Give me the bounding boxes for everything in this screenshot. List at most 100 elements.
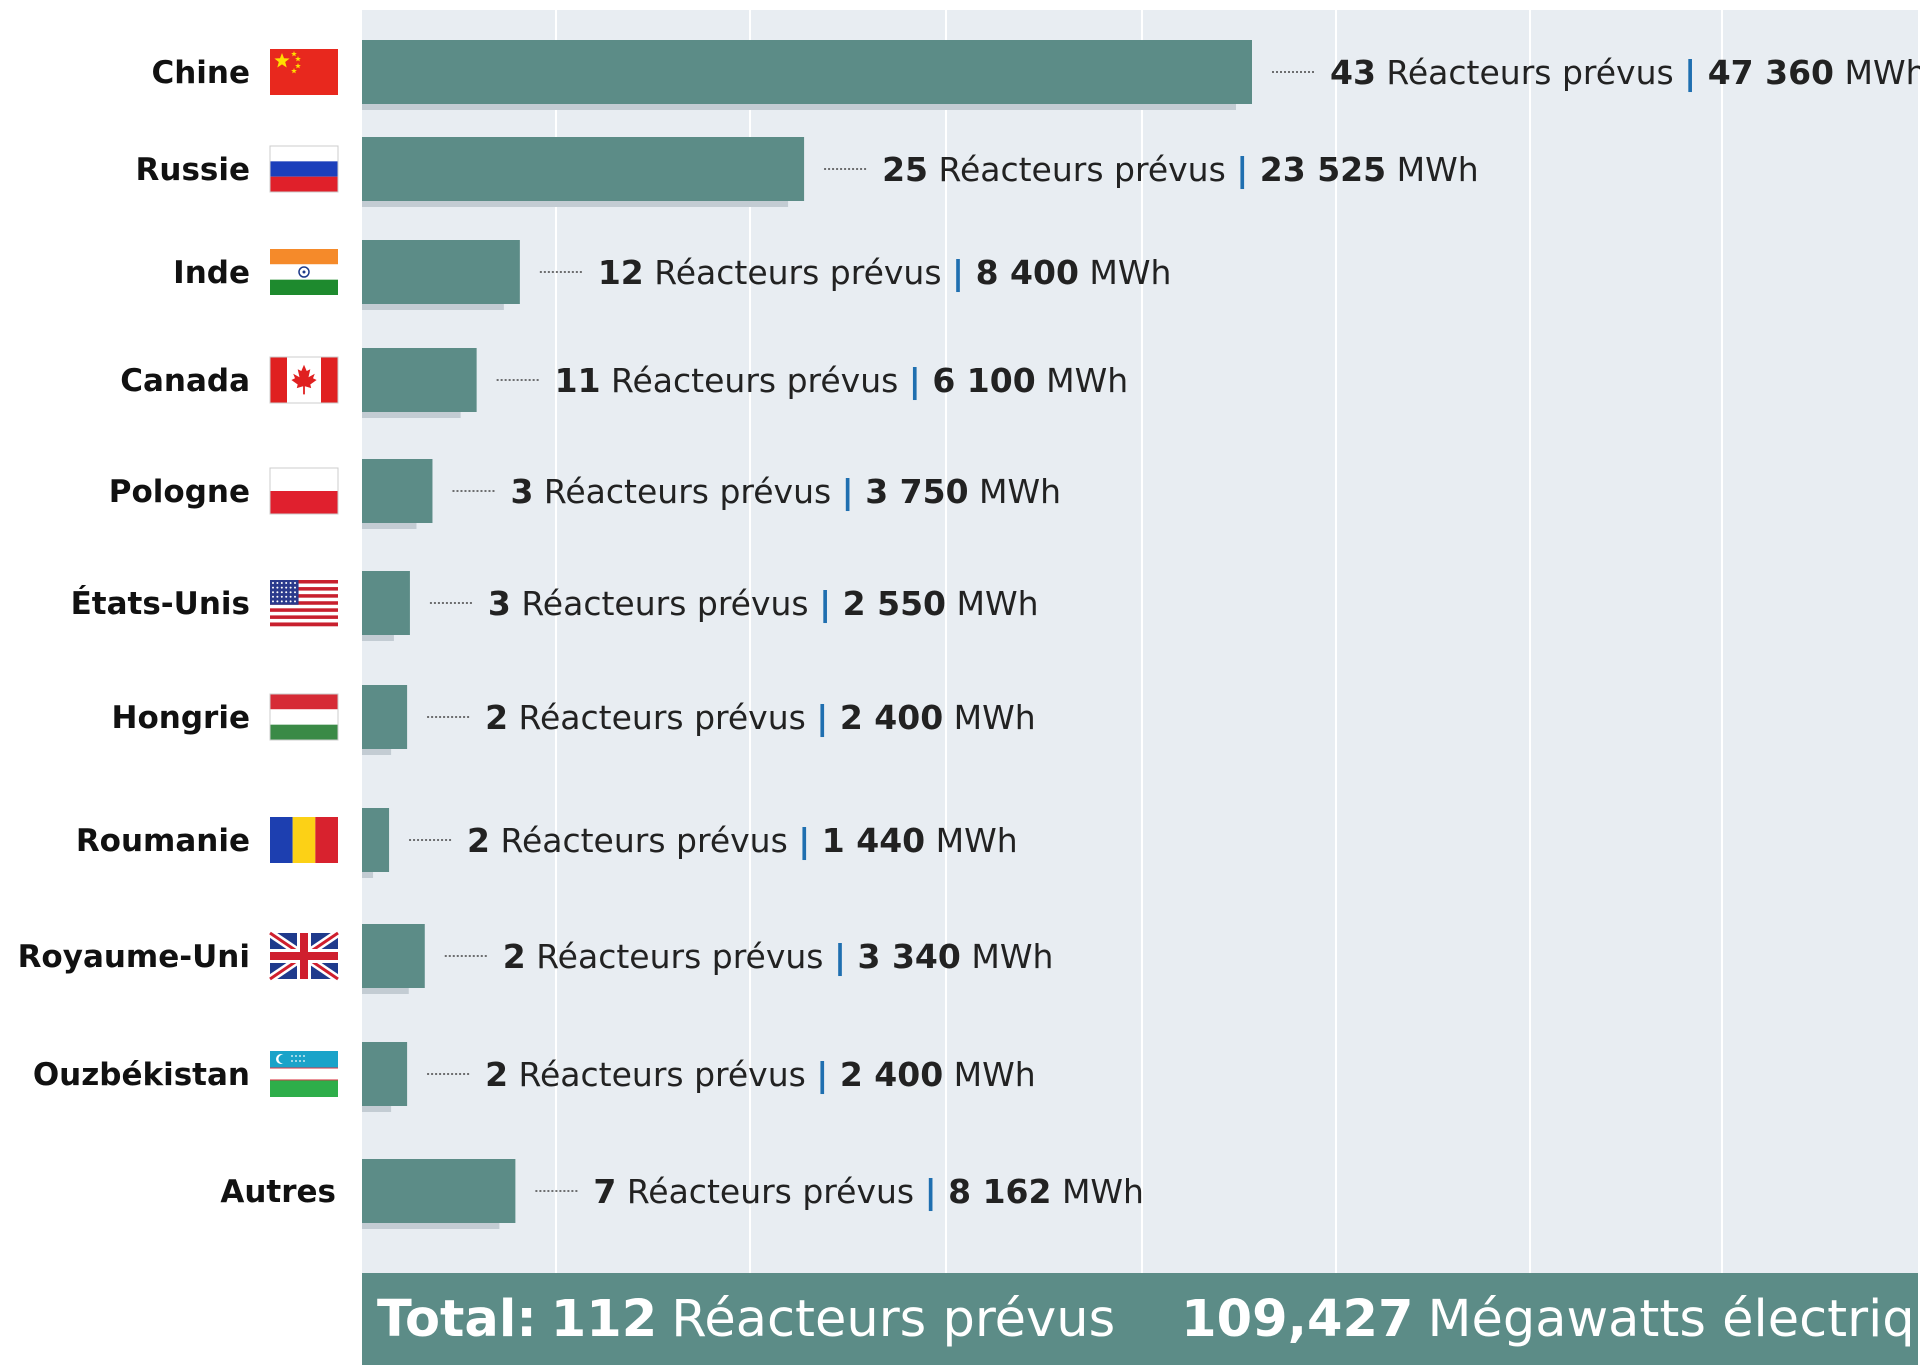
total-power-label: Mégawatts électriques [1427,1289,1920,1349]
value-label: 43 Réacteurs prévus | 47 360 MWh [1330,53,1920,92]
label-separator: | [952,253,964,292]
reactor-count: 2 [485,1055,508,1094]
category-label: Roumanie [76,823,250,859]
category-label: Canada [120,363,250,399]
usa-flag-icon [270,580,338,627]
value-label: 7 Réacteurs prévus | 8 162 MWh [593,1172,1144,1211]
label-separator: | [819,584,831,623]
value-label: 2 Réacteurs prévus | 3 340 MWh [503,937,1054,976]
china-flag-icon [270,49,338,95]
energy-value: 1 440 [810,821,925,860]
reactor-text: Réacteurs prévus [1376,53,1684,92]
plot-area [362,10,1918,1273]
energy-value: 6 100 [921,361,1036,400]
label-separator: | [798,821,810,860]
total-banner: Total: 112 Réacteurs prévus 109,427 Méga… [362,1273,1920,1365]
value-label: 2 Réacteurs prévus | 1 440 MWh [467,821,1018,860]
value-label: 2 Réacteurs prévus | 2 400 MWh [485,1055,1036,1094]
total-reactors-value: 112 [550,1289,658,1349]
value-label: 3 Réacteurs prévus | 3 750 MWh [510,472,1061,511]
reactor-text: Réacteurs prévus [526,937,834,976]
bar-2 [362,137,805,201]
reactor-text: Réacteurs prévus [511,584,819,623]
energy-unit: MWh [1834,53,1920,92]
bar-1 [362,40,1252,104]
energy-unit: MWh [1036,361,1129,400]
hungary-flag-icon [269,693,339,741]
reactor-text: Réacteurs prévus [644,253,952,292]
reactor-count: 43 [1330,53,1376,92]
category-label: Royaume-Uni [18,939,250,975]
label-separator: | [925,1172,937,1211]
reactor-count: 3 [488,584,511,623]
energy-unit: MWh [943,698,1036,737]
bar-6 [362,571,410,635]
reactor-text: Réacteurs prévus [508,698,816,737]
poland-flag-icon [269,467,339,515]
russia-flag-icon [269,145,339,193]
value-label: 12 Réacteurs prévus | 8 400 MWh [598,253,1172,292]
reactor-text: Réacteurs prévus [928,150,1236,189]
energy-value: 2 400 [828,698,943,737]
energy-value: 2 550 [831,584,946,623]
romania-flag-icon [270,817,338,863]
energy-unit: MWh [925,821,1018,860]
uk-flag-icon [267,929,341,983]
reactor-text: Réacteurs prévus [490,821,798,860]
bar-7 [362,685,408,749]
reactor-text: Réacteurs prévus [533,472,841,511]
canada-flag-icon [269,356,339,404]
value-label: 3 Réacteurs prévus | 2 550 MWh [488,584,1039,623]
bar-10 [362,1042,408,1106]
reactor-text: Réacteurs prévus [616,1172,924,1211]
category-label: Pologne [109,474,250,510]
category-label: Ouzbékistan [33,1057,250,1093]
category-label: États-Unis [71,586,250,622]
energy-value: 8 400 [964,253,1079,292]
bar-5 [362,459,433,523]
reactor-count: 2 [503,937,526,976]
label-separator: | [909,361,921,400]
reactor-count: 12 [598,253,644,292]
energy-value: 3 340 [846,937,961,976]
energy-unit: MWh [969,472,1062,511]
energy-unit: MWh [1051,1172,1144,1211]
reactor-count: 3 [510,472,533,511]
energy-value: 8 162 [937,1172,1052,1211]
total-power: 109,427 Mégawatts électriques [1181,1290,1920,1349]
label-separator: | [842,472,854,511]
label-separator: | [1236,150,1248,189]
energy-value: 47 360 [1696,53,1834,92]
reactor-count: 25 [882,150,928,189]
reactor-count: 7 [593,1172,616,1211]
energy-value: 2 400 [828,1055,943,1094]
category-label: Inde [173,255,250,291]
total-reactors: Total: 112 Réacteurs prévus [377,1290,1115,1349]
reactor-count: 11 [555,361,601,400]
category-label: Russie [136,152,251,188]
energy-unit: MWh [943,1055,1036,1094]
total-prefix: Total: [377,1289,537,1349]
reactor-count: 2 [485,698,508,737]
energy-value: 3 750 [854,472,969,511]
bar-3 [362,240,520,304]
reactor-text: Réacteurs prévus [601,361,909,400]
label-separator: | [1684,53,1696,92]
category-label: Chine [151,55,250,91]
energy-value: 23 525 [1248,150,1386,189]
energy-unit: MWh [946,584,1039,623]
energy-unit: MWh [1386,150,1479,189]
bar-8 [362,808,390,872]
label-separator: | [834,937,846,976]
total-reactors-label: Réacteurs prévus [671,1289,1116,1349]
label-separator: | [816,698,828,737]
energy-unit: MWh [1079,253,1172,292]
india-flag-icon [270,249,338,295]
reactor-count: 2 [467,821,490,860]
uzbekistan-flag-icon [270,1051,338,1097]
bar-11 [362,1159,516,1223]
bar-9 [362,924,425,988]
category-label: Hongrie [112,700,250,736]
